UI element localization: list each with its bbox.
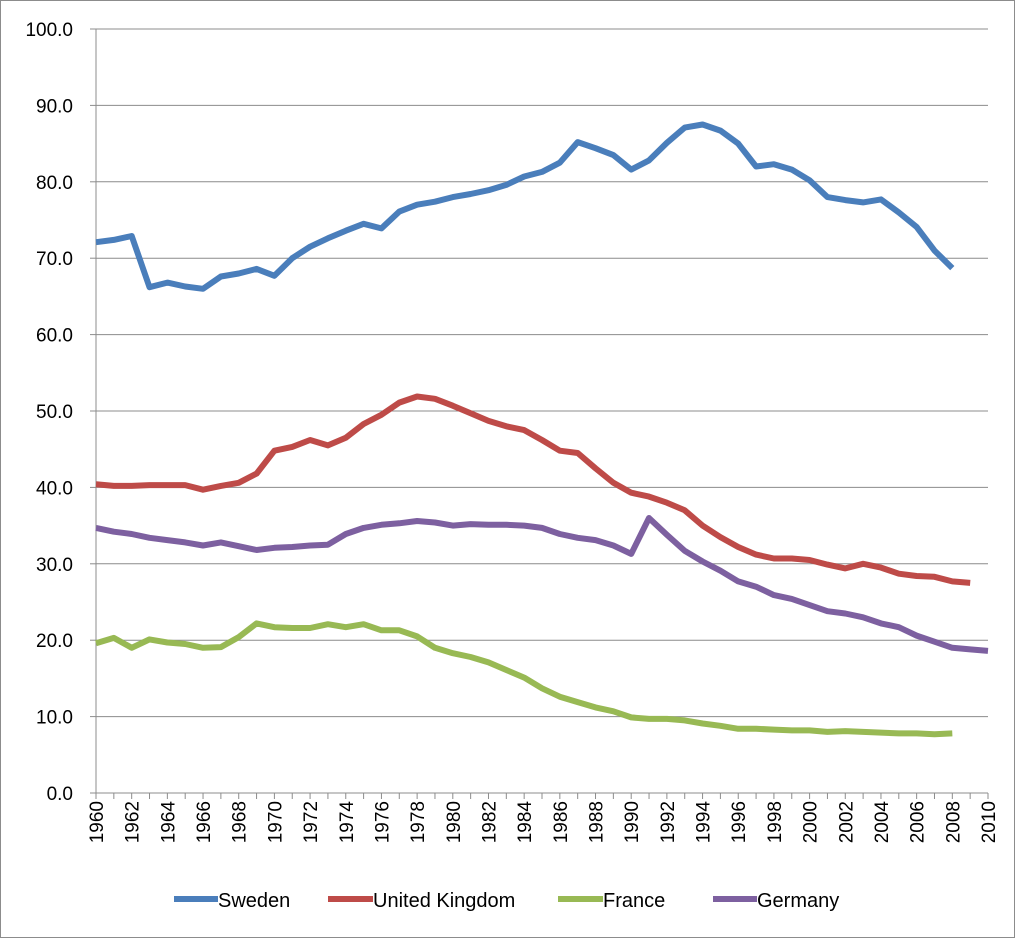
x-tick-label: 1968 — [230, 801, 251, 843]
series-lines — [95, 121, 989, 738]
series-line-france — [95, 620, 953, 738]
x-tick-label: 1972 — [301, 801, 322, 843]
x-tick-label: 2010 — [979, 801, 1000, 843]
x-tick-label: 2008 — [943, 801, 964, 843]
x-tick-label: 1996 — [729, 801, 750, 843]
y-tick-label: 70.0 — [36, 249, 73, 270]
x-tick-label: 1998 — [765, 801, 786, 843]
x-tick-label: 1988 — [587, 801, 608, 843]
series-line-germany — [95, 515, 989, 654]
x-tick-label: 1970 — [265, 801, 286, 843]
x-tick-label: 1964 — [158, 801, 179, 844]
y-tick-label: 20.0 — [36, 631, 73, 652]
x-tick-label: 1992 — [658, 801, 679, 843]
y-tick-label: 40.0 — [36, 478, 73, 499]
y-tick-label: 30.0 — [36, 555, 73, 576]
legend-item-united-kingdom[interactable]: United Kingdom — [328, 890, 515, 912]
y-tick-label: 50.0 — [36, 402, 73, 423]
legend-label: United Kingdom — [373, 890, 515, 912]
x-tick-label: 1986 — [551, 801, 572, 843]
legend-item-sweden[interactable]: Sweden — [174, 890, 290, 912]
x-tick-label: 1978 — [408, 801, 429, 843]
legend-label: Germany — [757, 890, 839, 912]
legend-item-germany[interactable]: Germany — [713, 890, 839, 912]
x-tick-label: 1990 — [622, 801, 643, 843]
x-tick-label: 2002 — [836, 801, 857, 843]
x-tick-label: 1974 — [337, 801, 358, 844]
x-tick-label: 2004 — [872, 801, 893, 844]
y-tick-label: 90.0 — [36, 96, 73, 117]
gridlines — [96, 28, 988, 718]
x-tick-label: 1976 — [372, 801, 393, 843]
x-tick-label: 1984 — [515, 801, 536, 844]
x-tick-label: 1980 — [444, 801, 465, 843]
x-tick-label: 2000 — [801, 801, 822, 843]
x-tick-label: 1982 — [479, 801, 500, 843]
y-tick-label: 100.0 — [25, 20, 73, 41]
legend-label: France — [603, 890, 665, 912]
y-axis-ticks: 0.0 10.0 20.0 30.0 40.0 50.0 60.0 70.0 80.0 90.0 1… — [25, 20, 96, 805]
legend-item-france[interactable]: France — [558, 890, 665, 912]
legend[interactable]: Sweden United Kingdom France Germany — [174, 890, 839, 912]
x-tick-label: 1994 — [694, 801, 715, 844]
y-tick-label: 80.0 — [36, 173, 73, 194]
x-tick-label: 1966 — [194, 801, 215, 843]
y-tick-label: 0.0 — [47, 784, 73, 805]
legend-label: Sweden — [218, 890, 290, 912]
y-tick-label: 60.0 — [36, 326, 73, 347]
series-line-sweden — [95, 121, 955, 292]
x-tick-label: 1962 — [123, 801, 144, 843]
x-tick-label: 1960 — [87, 801, 108, 843]
x-tick-label: 2006 — [908, 801, 929, 843]
y-tick-label: 10.0 — [36, 708, 73, 729]
x-axis-ticks: 1960 1962 1964 1966 1968 1970 1972 1974 1976 1978… — [87, 793, 1000, 843]
series-line-united-kingdom — [95, 393, 971, 586]
